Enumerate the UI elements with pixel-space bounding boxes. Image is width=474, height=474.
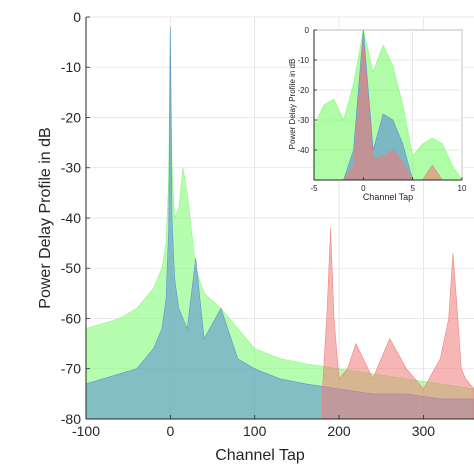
main-xtick-label: -100 (72, 423, 100, 439)
inset-ytick-label: 0 (305, 26, 310, 35)
main-ytick-label: -80 (61, 411, 81, 427)
main-xtick-label: 200 (327, 423, 351, 439)
main-y-axis-label: Power Delay Profile in dB (37, 127, 54, 308)
inset-ytick-label: -40 (297, 146, 309, 155)
inset-axes: 0 -10 -20 -30 -40 -5 0 5 10 (297, 26, 467, 193)
main-ytick-label: -30 (61, 160, 81, 176)
main-x-axis-label: Channel Tap (215, 447, 305, 464)
inset-xtick-label: -5 (310, 184, 318, 193)
inset-ytick-label: -10 (297, 56, 309, 65)
main-ytick-label: -50 (61, 260, 81, 276)
inset-plot: 0 -10 -20 -30 -40 -5 0 5 10 Channel Tap Power De… (288, 26, 467, 202)
inset-ytick-label: -30 (297, 116, 309, 125)
inset-series-area-0 (313, 29, 463, 181)
inset-xtick-label: 0 (361, 184, 366, 193)
inset-ytick-label: -20 (297, 86, 309, 95)
inset-y-axis-label: Power Delay Profile in dB (288, 59, 297, 150)
inset-x-axis-label: Channel Tap (363, 192, 413, 202)
main-series (85, 27, 474, 420)
main-ytick-label: 0 (73, 9, 81, 25)
main-xtick-label: 0 (166, 423, 174, 439)
main-ytick-label: -60 (61, 310, 81, 326)
main-axes: 0-10-20-30-40-50-60-70-80-100 0 100 200 300 (61, 9, 474, 439)
main-xtick-label: 300 (412, 423, 436, 439)
main-xtick-label: 100 (243, 423, 267, 439)
main-ytick-label: -40 (61, 210, 81, 226)
main-ytick-label: -20 (61, 109, 81, 125)
inset-xtick-label: 10 (458, 184, 467, 193)
inset-xtick-label: 5 (410, 184, 415, 193)
main-ytick-label: -10 (61, 59, 81, 75)
main-series-area-2 (321, 228, 474, 420)
main-ytick-label: -70 (61, 361, 81, 377)
